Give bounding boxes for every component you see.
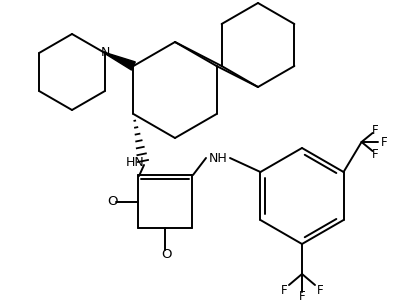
- Text: O: O: [161, 248, 171, 261]
- Polygon shape: [105, 53, 135, 70]
- Text: F: F: [372, 124, 379, 137]
- Text: F: F: [381, 136, 388, 149]
- Text: HN: HN: [126, 156, 144, 169]
- Polygon shape: [104, 52, 134, 66]
- Text: N: N: [101, 46, 111, 59]
- Text: F: F: [298, 290, 305, 302]
- Text: O: O: [107, 195, 117, 208]
- Text: NH: NH: [209, 152, 227, 165]
- Text: F: F: [372, 147, 379, 160]
- Text: F: F: [281, 284, 287, 297]
- Text: F: F: [317, 284, 323, 297]
